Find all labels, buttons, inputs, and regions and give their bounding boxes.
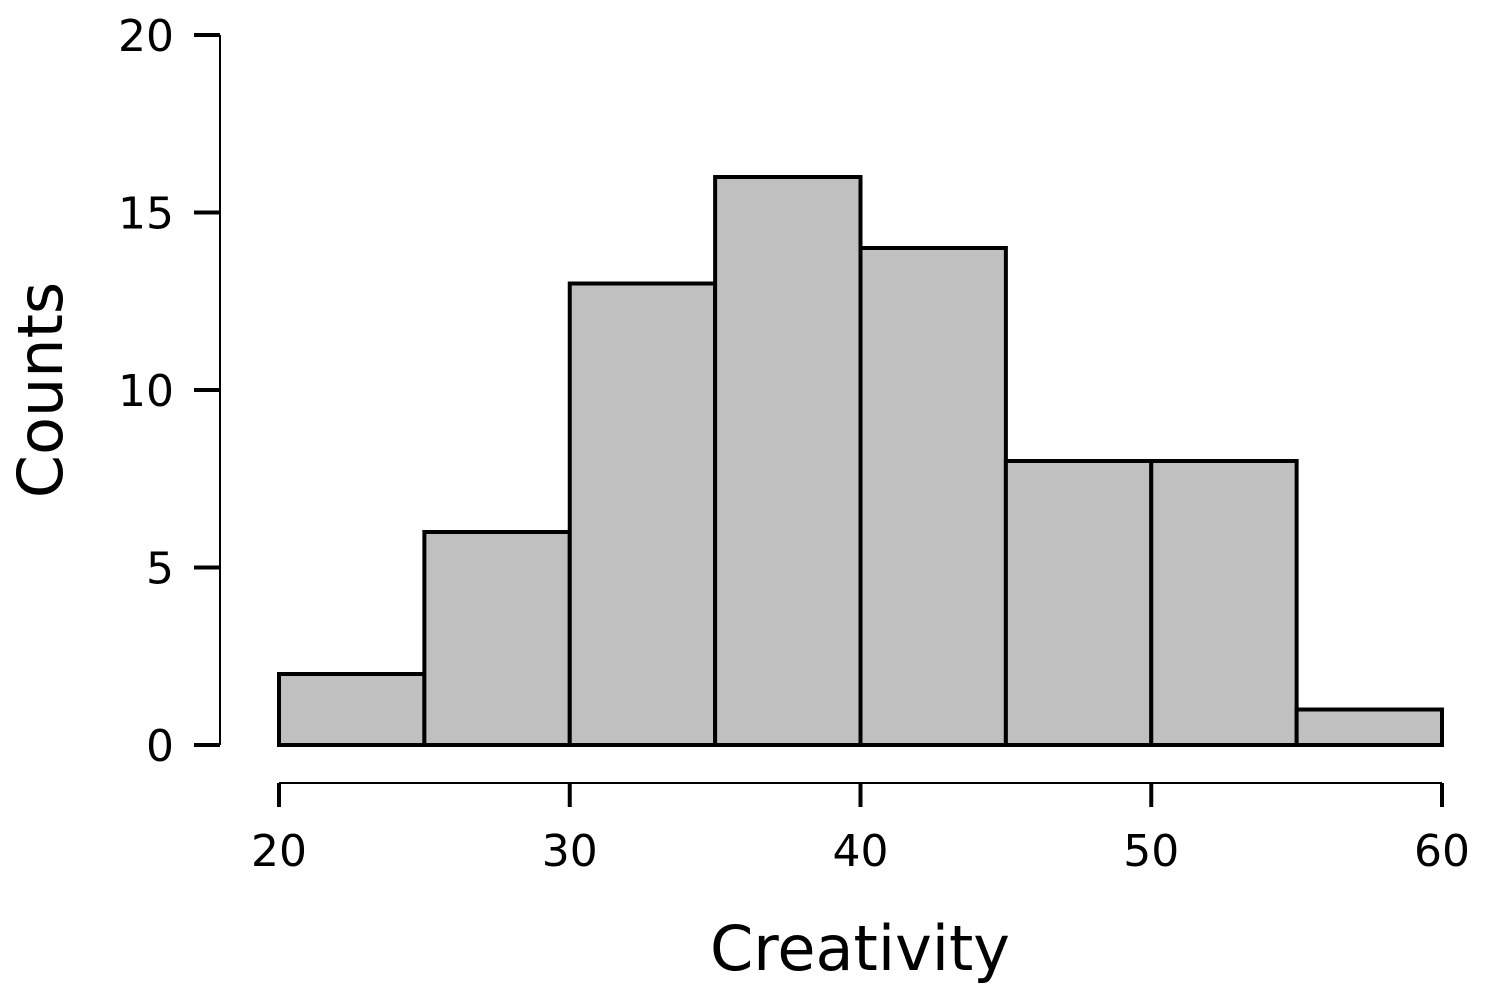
histogram-bar-7 (1149, 459, 1299, 747)
y-tick-label-0: 0 (146, 721, 174, 772)
y-axis-title: Counts (4, 282, 77, 498)
x-tick-label-40: 40 (833, 826, 889, 877)
histogram-bar-3 (567, 281, 718, 747)
y-tick-label-20: 20 (118, 11, 174, 62)
y-tick-label-15: 15 (118, 189, 174, 240)
x-axis-title: Creativity (710, 912, 1010, 985)
x-tick-label-60: 60 (1414, 826, 1470, 877)
histogram-bar-4 (713, 175, 863, 747)
x-tick-label-30: 30 (542, 826, 598, 877)
histogram-bar-1 (277, 672, 427, 747)
bars-group (277, 175, 1444, 747)
y-tick-label-5: 5 (146, 544, 174, 595)
histogram-bar-8 (1294, 707, 1444, 747)
histogram-bar-2 (422, 530, 572, 747)
x-tick-label-20: 20 (251, 826, 307, 877)
histogram-bar-6 (1003, 459, 1154, 747)
histogram-bar-5 (858, 246, 1008, 747)
y-axis: 0 5 10 15 20 (118, 11, 221, 772)
x-tick-label-50: 50 (1123, 826, 1179, 877)
x-axis: 20 30 40 50 60 (251, 782, 1470, 877)
y-tick-label-10: 10 (118, 366, 174, 417)
